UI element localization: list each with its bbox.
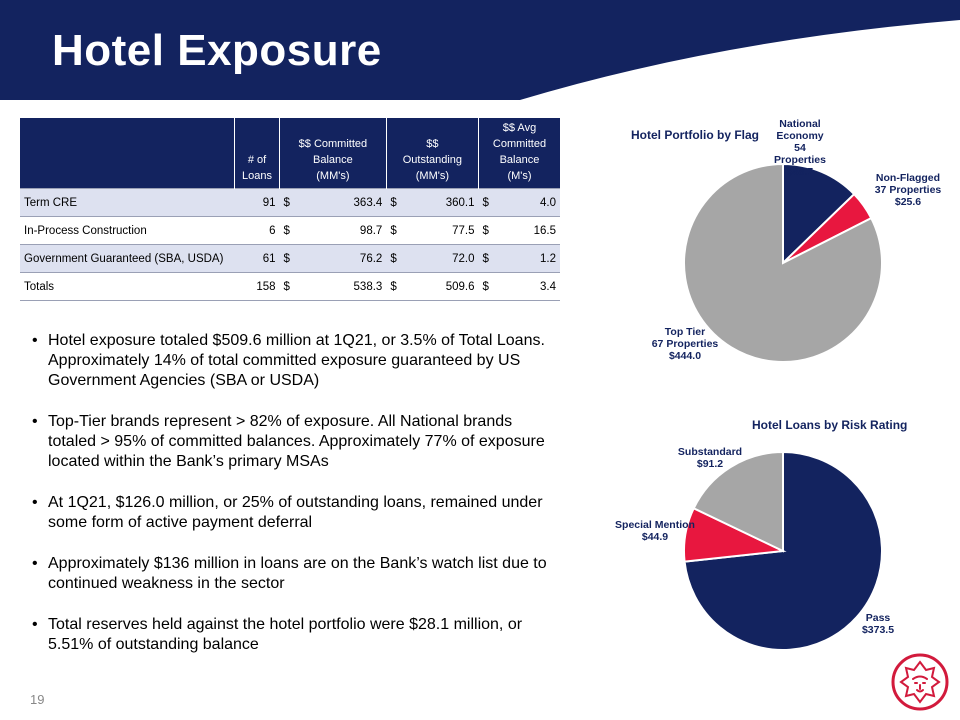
bullet-item: Hotel exposure totaled $509.6 million at… — [30, 331, 558, 391]
bullet-item: Approximately $136 million in loans are … — [30, 554, 558, 594]
cell-currency: $ — [279, 188, 298, 217]
pie-slice-non-flagged — [782, 192, 873, 264]
cell-currency: $ — [279, 244, 298, 273]
row-label: In-Process Construction — [20, 216, 235, 245]
cell-currency: $ — [279, 272, 298, 301]
cell-loans: 6 — [234, 216, 280, 245]
cell-outstanding: 509.6 — [404, 272, 479, 301]
cell-loans: 61 — [234, 244, 280, 273]
flag-label-national: National Economy 54 Properties $68.7 — [774, 118, 826, 178]
risk-chart-title: Hotel Loans by Risk Rating — [752, 418, 908, 432]
flag-label-nonflagged: Non-Flagged 37 Properties $25.6 — [874, 172, 942, 208]
row-label: Totals — [20, 272, 235, 301]
header-loans: # of Loans — [234, 118, 280, 189]
table-header-row: # of Loans $$ Committed Balance (MM's) $$ Ou… — [20, 118, 560, 189]
cell-avg: 3.4 — [496, 272, 560, 301]
cell-avg: 16.5 — [496, 216, 560, 245]
bullet-list: Hotel exposure totaled $509.6 million at… — [30, 331, 558, 676]
table-row: Government Guaranteed (SBA, USDA) 61 $ 7… — [20, 244, 560, 273]
flag-chart-title: Hotel Portfolio by Flag — [631, 128, 759, 142]
cell-loans: 158 — [234, 272, 280, 301]
cell-currency: $ — [386, 244, 405, 273]
cell-loans: 91 — [234, 188, 280, 217]
row-label: Government Guaranteed (SBA, USDA) — [20, 244, 235, 273]
row-label: Term CRE — [20, 188, 235, 217]
cell-avg: 1.2 — [496, 244, 560, 273]
cell-committed: 76.2 — [297, 244, 387, 273]
risk-label-special-mention: Special Mention $44.9 — [615, 519, 695, 543]
cell-currency: $ — [386, 188, 405, 217]
header-label-col — [20, 118, 235, 189]
hotel-exposure-table: # of Loans $$ Committed Balance (MM's) $$ Ou… — [20, 118, 560, 301]
cell-committed: 538.3 — [297, 272, 387, 301]
table-row-totals: Totals 158 $ 538.3 $ 509.6 $ 3.4 — [20, 272, 560, 301]
bullet-item: At 1Q21, $126.0 million, or 25% of outst… — [30, 493, 558, 533]
cell-currency: $ — [279, 216, 298, 245]
cell-committed: 98.7 — [297, 216, 387, 245]
cell-avg: 4.0 — [496, 188, 560, 217]
cell-outstanding: 360.1 — [404, 188, 479, 217]
page-number: 19 — [30, 692, 45, 707]
page-title: Hotel Exposure — [52, 26, 382, 75]
header-committed: $$ Committed Balance (MM's) — [279, 118, 387, 189]
cell-currency: $ — [386, 216, 405, 245]
risk-label-substandard: Substandard $91.2 — [677, 446, 743, 470]
header-outstanding: $$ Outstanding (MM's) — [386, 118, 479, 189]
cell-currency: $ — [478, 216, 497, 245]
cell-currency: $ — [478, 244, 497, 273]
cell-currency: $ — [478, 272, 497, 301]
risk-label-pass: Pass $373.5 — [861, 612, 895, 636]
bullet-item: Top-Tier brands represent > 82% of expos… — [30, 412, 558, 472]
header-avg-committed: $$ Avg Committed Balance (M's) — [478, 118, 560, 189]
table-row: Term CRE 91 $ 363.4 $ 360.1 $ 4.0 — [20, 188, 560, 217]
title-banner — [0, 0, 960, 100]
flag-label-toptier: Top Tier 67 Properties $444.0 — [651, 326, 719, 362]
bullet-item: Total reserves held against the hotel po… — [30, 615, 558, 655]
cell-outstanding: 72.0 — [404, 244, 479, 273]
cell-committed: 363.4 — [297, 188, 387, 217]
pie-slice-national-economy — [782, 162, 856, 266]
table-row: In-Process Construction 6 $ 98.7 $ 77.5 … — [20, 216, 560, 245]
cell-outstanding: 77.5 — [404, 216, 479, 245]
cell-currency: $ — [478, 188, 497, 217]
cell-currency: $ — [386, 272, 405, 301]
lion-logo-icon — [891, 653, 949, 711]
